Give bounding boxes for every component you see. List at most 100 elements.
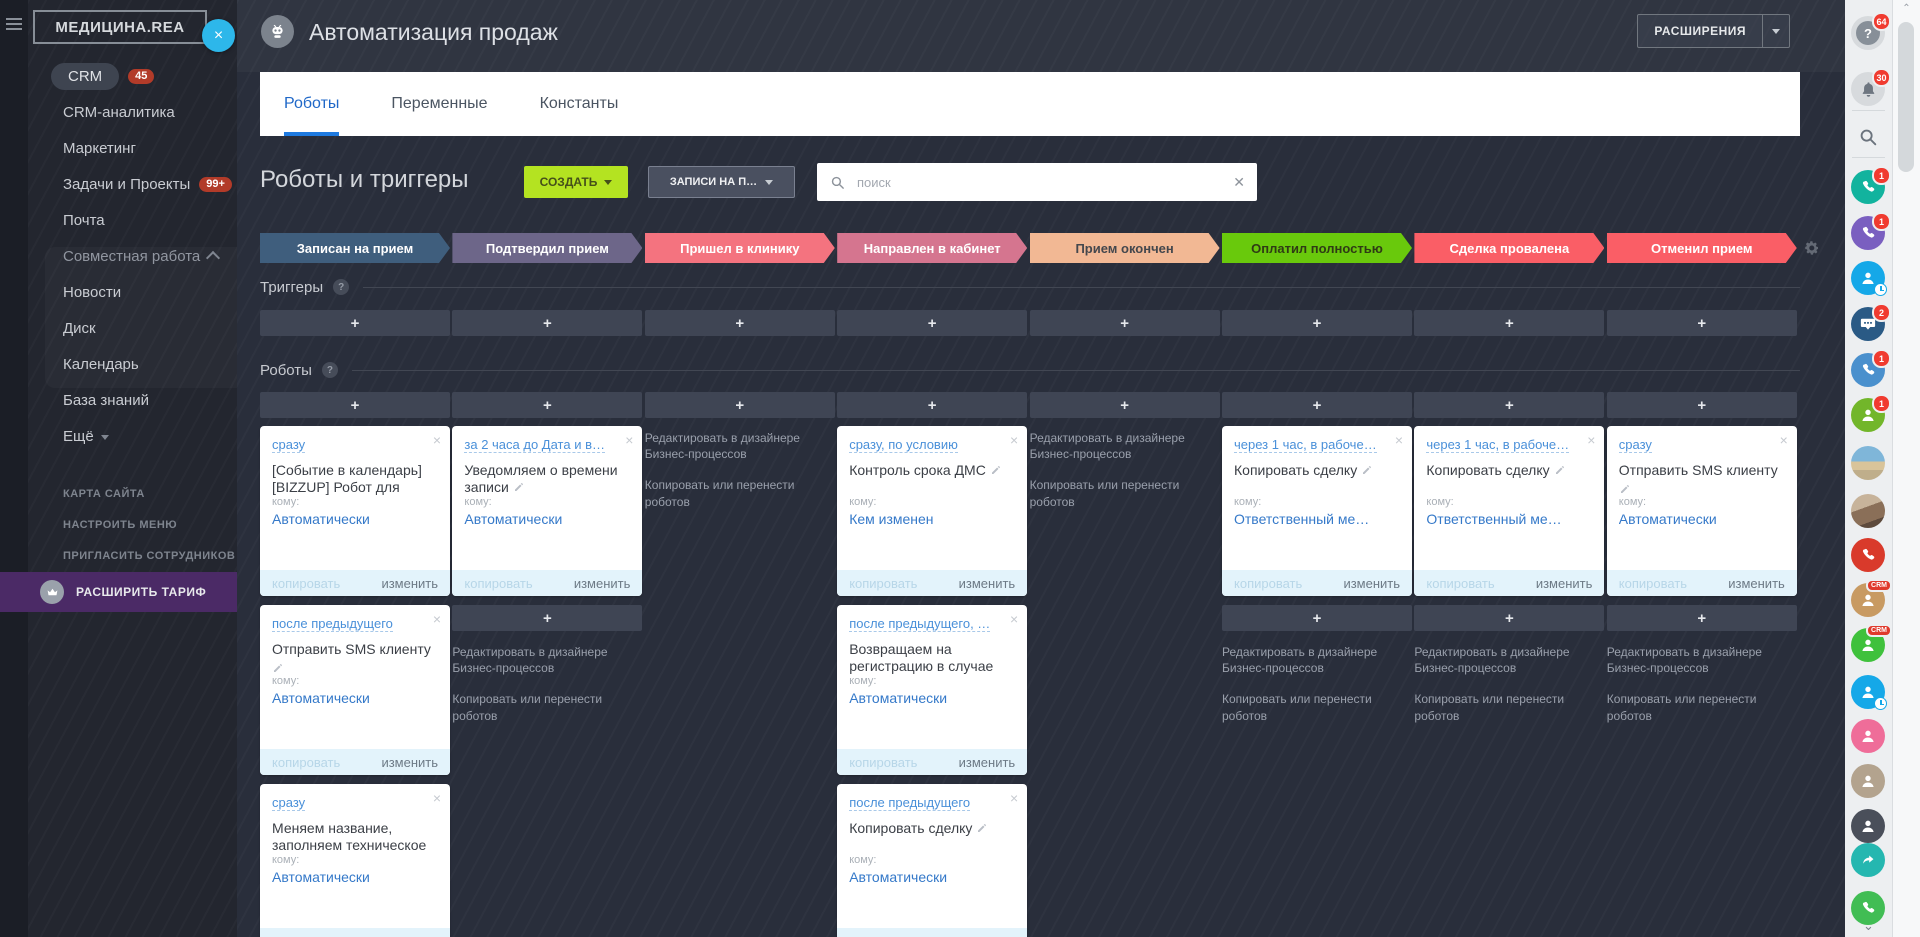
hint-link[interactable]: Копировать или перенести роботов: [1222, 692, 1372, 723]
edit-button[interactable]: изменить: [381, 754, 438, 770]
recipient-link[interactable]: Автоматически: [272, 511, 370, 527]
hint-link[interactable]: Редактировать в дизайнере Бизнес-процесс…: [1029, 431, 1185, 462]
copy-button[interactable]: копировать: [272, 575, 341, 591]
hint-link[interactable]: Копировать или перенести роботов: [1414, 692, 1565, 723]
right-bar-help-icon[interactable]: ? 64: [1851, 12, 1891, 50]
sidebar-item-ещё[interactable]: Ещё: [28, 418, 237, 454]
right-bar-notifications-bell-icon[interactable]: 30: [1851, 68, 1891, 106]
robot-timing-link[interactable]: через 1 час, в рабоче…: [1234, 437, 1377, 453]
hint-link[interactable]: Редактировать в дизайнере Бизнес-процесс…: [452, 645, 608, 676]
scrollbar-thumb[interactable]: [1898, 22, 1914, 172]
add-robot-button[interactable]: +: [1414, 392, 1605, 418]
close-icon[interactable]: ×: [1779, 432, 1788, 448]
recipient-link[interactable]: Автоматически: [272, 690, 370, 706]
stage-chip-4[interactable]: Направлен в кабинет: [837, 233, 1027, 263]
robot-timing-link[interactable]: сразу: [272, 795, 306, 811]
hint-link[interactable]: Редактировать в дизайнере Бизнес-процесс…: [1414, 645, 1570, 676]
sidebar-item-новости[interactable]: Новости: [28, 274, 237, 310]
portal-logo[interactable]: МЕДИЦИНА.REA: [33, 10, 207, 44]
right-bar-client-person-icon[interactable]: 1: [1851, 394, 1891, 432]
close-icon[interactable]: ×: [1394, 432, 1403, 448]
sidebar-item-диск[interactable]: Диск: [28, 310, 237, 346]
hint-link[interactable]: Копировать или перенести роботов: [1029, 478, 1180, 509]
edit-button[interactable]: изменить: [1728, 575, 1785, 591]
copy-button[interactable]: копировать: [849, 575, 918, 591]
edit-button[interactable]: изменить: [959, 934, 1016, 937]
add-robot-button[interactable]: +: [1222, 605, 1412, 631]
add-robot-button[interactable]: +: [1222, 392, 1412, 418]
tab-переменные[interactable]: Переменные: [391, 72, 487, 136]
edit-pencil-icon[interactable]: [1554, 463, 1566, 481]
copy-button[interactable]: копировать: [849, 754, 918, 770]
edit-pencil-icon[interactable]: [1361, 463, 1373, 481]
recipient-link[interactable]: Автоматически: [849, 869, 948, 885]
recipient-link[interactable]: Ответственный ме…: [1234, 511, 1370, 527]
right-bar-client-person-icon[interactable]: [1851, 764, 1885, 798]
close-icon[interactable]: ×: [202, 19, 235, 52]
upgrade-plan-button[interactable]: РАСШИРИТЬ ТАРИФ: [0, 572, 237, 612]
gear-icon[interactable]: [1803, 239, 1821, 257]
robot-timing-link[interactable]: после предыдущего: [272, 616, 393, 632]
robot-timing-link[interactable]: за 2 часа до Дата и в…: [464, 437, 605, 453]
right-bar-crm-app-icon[interactable]: CRM: [1851, 579, 1892, 617]
create-button[interactable]: СОЗДАТЬ: [524, 166, 628, 198]
add-trigger-button[interactable]: +: [1414, 310, 1605, 336]
right-bar-user-avatar-beach[interactable]: [1851, 446, 1885, 480]
sidebar-item-задачи-и-проекты[interactable]: Задачи и Проекты 99+: [28, 166, 237, 202]
add-robot-button[interactable]: +: [644, 392, 835, 418]
chevron-down-icon[interactable]: [1762, 15, 1789, 47]
right-bar-search-icon[interactable]: [1851, 120, 1885, 154]
sidebar-item-почта[interactable]: Почта: [28, 202, 237, 238]
recipient-link[interactable]: Автоматически: [272, 869, 370, 885]
edit-pencil-icon[interactable]: [990, 463, 1002, 481]
sidebar-link-карта-сайта[interactable]: КАРТА САЙТА: [63, 487, 145, 500]
copy-button[interactable]: копировать: [1426, 575, 1495, 591]
right-bar-call-phone-icon[interactable]: [1851, 538, 1885, 572]
scrollbar[interactable]: ⌃: [1892, 0, 1920, 937]
edit-pencil-icon[interactable]: [1619, 482, 1785, 500]
right-bar-client-person-icon[interactable]: [1851, 719, 1885, 753]
edit-pencil-icon[interactable]: [272, 661, 438, 679]
copy-button[interactable]: копировать: [1234, 575, 1303, 591]
add-trigger-button[interactable]: +: [1222, 310, 1412, 336]
chevron-down-icon[interactable]: ⌄: [1863, 918, 1874, 933]
tab-роботы[interactable]: Роботы: [284, 72, 340, 136]
edit-button[interactable]: изменить: [1343, 575, 1400, 591]
add-robot-button[interactable]: +: [1606, 605, 1797, 631]
search-input[interactable]: [855, 173, 1234, 191]
add-robot-button[interactable]: +: [837, 392, 1028, 418]
copy-button[interactable]: копировать: [849, 934, 917, 937]
hint-link[interactable]: Копировать или перенести роботов: [452, 692, 603, 723]
funnel-filter-button[interactable]: ЗАПИСИ НА П…: [648, 166, 795, 198]
help-circle-icon[interactable]: ?: [333, 279, 350, 295]
add-trigger-button[interactable]: +: [260, 310, 450, 336]
stage-chip-7[interactable]: Сделка провалена: [1414, 233, 1604, 263]
add-robot-button[interactable]: +: [452, 392, 643, 418]
close-icon[interactable]: ×: [1010, 790, 1019, 806]
add-robot-button[interactable]: +: [1029, 392, 1220, 418]
right-bar-booking-client-clock-icon[interactable]: [1851, 675, 1887, 710]
tab-константы[interactable]: Константы: [540, 72, 619, 136]
stage-chip-3[interactable]: Пришел в клинику: [645, 233, 835, 263]
sidebar-item-база-знаний[interactable]: База знаний: [28, 382, 237, 418]
help-circle-icon[interactable]: ?: [321, 362, 338, 378]
add-robot-button[interactable]: +: [1414, 605, 1605, 631]
edit-button[interactable]: изменить: [1535, 575, 1593, 591]
robot-timing-link[interactable]: сразу: [272, 437, 306, 453]
robot-timing-link[interactable]: после предыдущего, …: [849, 616, 991, 632]
stage-chip-2[interactable]: Подтвердил прием: [452, 233, 642, 263]
sidebar-link-пригласить-сотрудников[interactable]: ПРИГЛАСИТЬ СОТРУДНИКОВ: [63, 549, 236, 562]
edit-button[interactable]: изменить: [958, 575, 1016, 591]
right-bar-viber-phone-icon[interactable]: 1: [1851, 212, 1891, 250]
recipient-link[interactable]: Автоматически: [849, 690, 948, 706]
close-icon[interactable]: ×: [1587, 432, 1596, 448]
edit-button[interactable]: изменить: [958, 754, 1016, 770]
right-bar-crm-app-icon[interactable]: CRM: [1851, 624, 1892, 662]
right-bar-user-avatar-woman[interactable]: [1851, 494, 1885, 528]
robot-timing-link[interactable]: сразу: [1618, 437, 1652, 453]
add-trigger-button[interactable]: +: [452, 310, 643, 336]
right-bar-group-chat-icon[interactable]: 2: [1851, 303, 1891, 341]
hint-link[interactable]: Редактировать в дизайнере Бизнес-процесс…: [1606, 645, 1762, 676]
right-bar-phone-icon[interactable]: [1851, 891, 1885, 925]
hint-link[interactable]: Копировать или перенести роботов: [644, 478, 795, 509]
